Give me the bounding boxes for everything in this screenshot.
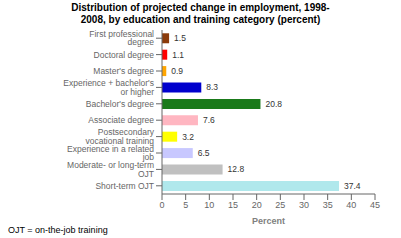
svg-text:Short-term OJT: Short-term OJT bbox=[95, 181, 154, 191]
html-text:OJT = on-the-job training: OJT = on-the-job training bbox=[8, 225, 108, 235]
svg-text:20.8: 20.8 bbox=[265, 99, 282, 109]
svg-text:Experience + bachelor'sor high: Experience + bachelor'sor higher bbox=[63, 78, 154, 97]
svg-text:45: 45 bbox=[370, 200, 380, 210]
svg-text:25: 25 bbox=[275, 200, 285, 210]
svg-text:Postsecondaryvocational traini: Postsecondaryvocational training bbox=[85, 127, 154, 145]
svg-text:30: 30 bbox=[299, 200, 309, 210]
svg-text:15: 15 bbox=[228, 200, 238, 210]
html-text:Distribution of projected chan: Distribution of projected change in empl… bbox=[71, 2, 330, 25]
svg-text:First professionaldegree: First professionaldegree bbox=[89, 29, 154, 48]
svg-text:Associate degree: Associate degree bbox=[88, 115, 154, 125]
svg-text:Experience in a relatedjob: Experience in a relatedjob bbox=[67, 144, 154, 163]
svg-text:5: 5 bbox=[183, 200, 188, 210]
svg-text:Moderate- or long-termOJT: Moderate- or long-termOJT bbox=[67, 160, 154, 179]
svg-text:20: 20 bbox=[252, 200, 262, 210]
svg-text:Doctoral degree: Doctoral degree bbox=[94, 50, 155, 60]
svg-text:40: 40 bbox=[346, 200, 356, 210]
svg-text:1.5: 1.5 bbox=[174, 33, 186, 43]
svg-text:37.4: 37.4 bbox=[344, 181, 361, 191]
svg-text:Master's degree: Master's degree bbox=[93, 66, 154, 76]
svg-text:0.9: 0.9 bbox=[171, 66, 183, 76]
svg-text:3.2: 3.2 bbox=[182, 132, 194, 142]
svg-text:6.5: 6.5 bbox=[198, 148, 210, 158]
svg-text:8.3: 8.3 bbox=[206, 82, 218, 92]
svg-text:12.8: 12.8 bbox=[228, 164, 245, 174]
svg-text:Bachelor's degree: Bachelor's degree bbox=[86, 99, 155, 109]
svg-text:0: 0 bbox=[159, 200, 164, 210]
svg-text:Percent: Percent bbox=[252, 216, 285, 224]
svg-text:7.6: 7.6 bbox=[203, 115, 215, 125]
svg-text:35: 35 bbox=[323, 200, 333, 210]
svg-text:10: 10 bbox=[204, 200, 214, 210]
svg-text:1.1: 1.1 bbox=[172, 50, 184, 60]
